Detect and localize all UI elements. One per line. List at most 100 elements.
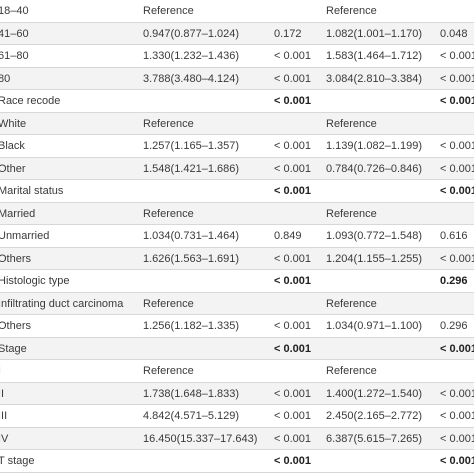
p-value-univariate: < 0.001: [274, 455, 312, 467]
p-value-multivariate: < 0.001: [440, 387, 474, 400]
p-value-multivariate: < 0.001: [440, 252, 474, 265]
row-label: Marital status: [0, 185, 64, 197]
row-label: III: [0, 410, 8, 422]
table-row: I Reference Reference: [0, 360, 474, 383]
table-row: White Reference Reference: [0, 112, 474, 135]
variable-header-row: Race recode < 0.001 < 0.001: [0, 90, 474, 113]
p-value-multivariate: < 0.001: [440, 455, 474, 467]
p-value-univariate: 0.172: [274, 27, 302, 40]
p-value-multivariate: < 0.001: [440, 410, 474, 422]
table-row: Unmarried 1.034(0.731–1.464) 0.849 1.093(0.…: [0, 225, 474, 248]
variable-header-row: Stage < 0.001 < 0.001: [0, 337, 474, 360]
hazard-ratio-univariate: 16.450(15.337–17.643): [143, 432, 258, 445]
hazard-ratio-multivariate: 6.387(5.615–7.265): [326, 432, 423, 445]
hazard-ratio-univariate: 1.738(1.648–1.833): [143, 387, 240, 400]
hazard-ratio-univariate: Reference: [143, 117, 194, 130]
hazard-ratio-multivariate: 1.139(1.082–1.199): [326, 140, 423, 152]
hazard-ratio-univariate: 1.257(1.165–1.357): [143, 140, 240, 152]
p-value-univariate: < 0.001: [274, 72, 312, 85]
table-row: 18–40 Reference Reference: [0, 0, 474, 23]
p-value-univariate: < 0.001: [274, 162, 312, 175]
row-label: IV: [0, 432, 9, 445]
table-row: Infiltrating duct carcinoma Reference Refe…: [0, 292, 474, 315]
row-label: Race recode: [0, 95, 61, 107]
p-value-multivariate: 0.616: [440, 230, 468, 242]
hazard-ratio-univariate: 1.256(1.182–1.335): [143, 320, 240, 332]
hazard-ratio-univariate: 1.548(1.421–1.686): [143, 162, 240, 175]
hazard-ratio-univariate: 3.788(3.480–4.124): [143, 72, 240, 85]
p-value-multivariate: < 0.001: [440, 342, 474, 355]
hazard-ratio-multivariate: 1.204(1.155–1.255): [326, 252, 423, 265]
table-row: 80 3.788(3.480–4.124) < 0.001 3.084(2.810–3…: [0, 67, 474, 90]
table-row: Others 1.626(1.563–1.691) < 0.001 1.204(1.1…: [0, 247, 474, 270]
p-value-univariate: < 0.001: [274, 410, 312, 422]
hazard-ratio-multivariate: Reference: [326, 365, 377, 377]
row-label: Black: [0, 140, 25, 152]
row-label: Infiltrating duct carcinoma: [0, 297, 124, 310]
p-value-univariate: < 0.001: [274, 95, 312, 107]
p-value-multivariate: 0.296: [440, 320, 468, 332]
p-value-univariate: < 0.001: [274, 185, 312, 197]
p-value-multivariate: < 0.001: [440, 185, 474, 197]
row-label: 80: [0, 72, 11, 85]
p-value-univariate: < 0.001: [274, 275, 312, 287]
p-value-multivariate: < 0.001: [440, 72, 474, 85]
hazard-ratio-univariate: 1.626(1.563–1.691): [143, 252, 240, 265]
row-label: I: [0, 360, 1, 382]
hazard-ratio-multivariate: 1.082(1.001–1.170): [326, 27, 423, 40]
hazard-ratio-univariate: 1.034(0.731–1.464): [143, 230, 240, 242]
p-value-univariate: < 0.001: [274, 252, 312, 265]
row-label: Others: [0, 252, 32, 265]
p-value-univariate: < 0.001: [274, 50, 312, 62]
row-label: II: [0, 387, 5, 400]
hazard-ratio-univariate: 1.330(1.232–1.436): [143, 50, 240, 62]
variable-header-row: Histologic type < 0.001 0.296: [0, 270, 474, 293]
variable-header-row: T stage < 0.001 < 0.001: [0, 450, 474, 473]
row-label: White: [0, 117, 27, 130]
hazard-ratio-univariate: Reference: [143, 207, 194, 220]
hazard-ratio-multivariate: Reference: [326, 207, 377, 220]
p-value-multivariate: < 0.001: [440, 162, 474, 175]
hazard-ratio-multivariate: 3.084(2.810–3.384): [326, 72, 423, 85]
row-label: 18–40: [0, 5, 29, 17]
row-label: 61–80: [0, 50, 29, 62]
table-row: Married Reference Reference: [0, 202, 474, 225]
row-label: T stage: [0, 455, 35, 467]
p-value-multivariate: 0.296: [440, 275, 468, 287]
p-value-univariate: 0.849: [274, 230, 302, 242]
hazard-ratio-univariate: Reference: [143, 5, 194, 17]
row-label: Other: [0, 162, 26, 175]
row-label: 41–60: [0, 27, 29, 40]
hazard-ratio-univariate: 4.842(4.571–5.129): [143, 410, 240, 422]
table-row: Others 1.256(1.182–1.335) < 0.001 1.034(0.9…: [0, 315, 474, 338]
table-row: 61–80 1.330(1.232–1.436) < 0.001 1.583(1.46…: [0, 45, 474, 68]
hazard-ratio-multivariate: 1.400(1.272–1.540): [326, 387, 423, 400]
p-value-multivariate: < 0.001: [440, 95, 474, 107]
row-label: Histologic type: [0, 275, 70, 287]
p-value-multivariate: < 0.001: [440, 50, 474, 62]
table-row: Black 1.257(1.165–1.357) < 0.001 1.139(1.08…: [0, 135, 474, 158]
table-row: IV 16.450(15.337–17.643) < 0.001 6.387(5.61…: [0, 427, 474, 450]
p-value-univariate: < 0.001: [274, 320, 312, 332]
row-label: Married: [0, 207, 36, 220]
hazard-ratio-univariate: Reference: [143, 365, 194, 377]
hazard-ratio-multivariate: 2.450(2.165–2.772): [326, 410, 423, 422]
table-row: Other 1.548(1.421–1.686) < 0.001 0.784(0.72…: [0, 157, 474, 180]
row-label: Unmarried: [0, 230, 50, 242]
p-value-multivariate: < 0.001: [440, 140, 474, 152]
hazard-ratio-multivariate: Reference: [326, 117, 377, 130]
p-value-multivariate: < 0.001: [440, 432, 474, 445]
row-label: Stage: [0, 342, 27, 355]
hazard-ratio-multivariate: 1.093(0.772–1.548): [326, 230, 423, 242]
p-value-univariate: < 0.001: [274, 432, 312, 445]
table-row: 41–60 0.947(0.877–1.024) 0.172 1.082(1.001–…: [0, 22, 474, 45]
hazard-ratio-multivariate: 1.583(1.464–1.712): [326, 50, 423, 62]
hazard-ratio-multivariate: 1.034(0.971–1.100): [326, 320, 423, 332]
row-label: Others: [0, 320, 32, 332]
hazard-ratio-multivariate: Reference: [326, 5, 377, 17]
p-value-univariate: < 0.001: [274, 342, 312, 355]
hazard-ratio-multivariate: 0.784(0.726–0.846): [326, 162, 423, 175]
hazard-ratio-univariate: Reference: [143, 297, 194, 310]
variable-header-row: Marital status < 0.001 < 0.001: [0, 180, 474, 203]
